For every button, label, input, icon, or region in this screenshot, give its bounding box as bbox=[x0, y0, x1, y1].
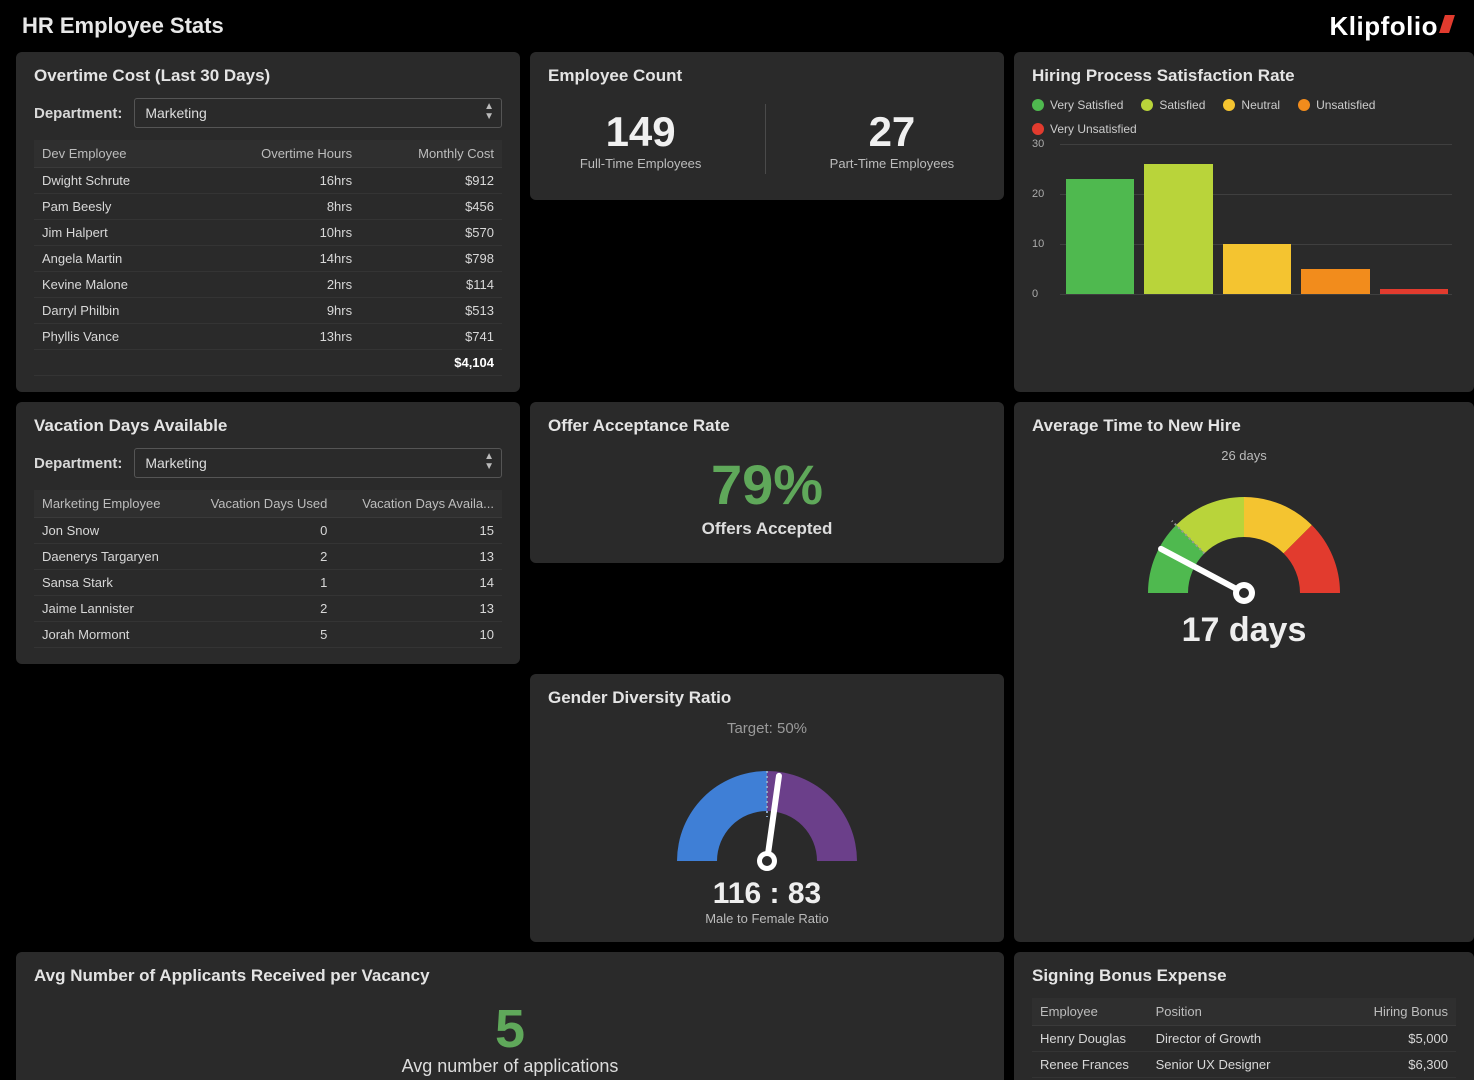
panel-overtime: Overtime Cost (Last 30 Days) Department:… bbox=[16, 52, 520, 392]
chart-bar bbox=[1301, 269, 1369, 294]
legend-item: Unsatisfied bbox=[1298, 98, 1375, 112]
satisfaction-chart: 0102030 bbox=[1032, 144, 1456, 312]
department-select[interactable]: Marketing ▲▼ bbox=[134, 98, 502, 128]
panel-bonus: Signing Bonus Expense Employee Position … bbox=[1014, 952, 1474, 1080]
department-select-input[interactable]: Marketing bbox=[134, 448, 502, 478]
part-time-value: 27 bbox=[830, 108, 955, 156]
col-header: Position bbox=[1148, 998, 1357, 1026]
col-header: Monthly Cost bbox=[360, 140, 502, 168]
panel-title: Signing Bonus Expense bbox=[1032, 966, 1456, 986]
legend-item: Neutral bbox=[1223, 98, 1280, 112]
col-header: Employee bbox=[1032, 998, 1148, 1026]
dashboard-grid: Overtime Cost (Last 30 Days) Department:… bbox=[0, 52, 1474, 1080]
col-header: Hiring Bonus bbox=[1356, 998, 1456, 1026]
table-row: Jim Halpert10hrs$570 bbox=[34, 220, 502, 246]
table-row: Angela Martin14hrs$798 bbox=[34, 246, 502, 272]
panel-title: Offer Acceptance Rate bbox=[548, 416, 986, 436]
chart-bar bbox=[1144, 164, 1212, 294]
gauge-target-label: Target: 50% bbox=[548, 720, 986, 737]
department-label: Department: bbox=[34, 455, 122, 472]
brand-logo: Klipfolio bbox=[1330, 11, 1452, 42]
bonus-table: Employee Position Hiring Bonus Henry Dou… bbox=[1032, 998, 1456, 1080]
panel-title: Average Time to New Hire bbox=[1032, 416, 1456, 436]
table-row: Pam Beesly8hrs$456 bbox=[34, 194, 502, 220]
department-select-input[interactable]: Marketing bbox=[134, 98, 502, 128]
table-row: Daenerys Targaryen213 bbox=[34, 544, 502, 570]
offer-rate-label: Offers Accepted bbox=[548, 519, 986, 539]
table-row: Sansa Stark114 bbox=[34, 570, 502, 596]
gauge-top-label: 26 days bbox=[1032, 448, 1456, 463]
gender-ratio-value: 116 : 83 bbox=[548, 877, 986, 911]
page-title: HR Employee Stats bbox=[22, 13, 224, 39]
panel-vacation: Vacation Days Available Department: Mark… bbox=[16, 402, 520, 664]
table-row: Kevine Malone2hrs$114 bbox=[34, 272, 502, 298]
col-header: Marketing Employee bbox=[34, 490, 186, 518]
legend-item: Very Unsatisfied bbox=[1032, 122, 1137, 136]
table-row: Phyllis Vance13hrs$741 bbox=[34, 324, 502, 350]
chart-bar bbox=[1223, 244, 1291, 294]
full-time-label: Full-Time Employees bbox=[580, 156, 702, 171]
panel-title: Overtime Cost (Last 30 Days) bbox=[34, 66, 502, 86]
chart-bar bbox=[1066, 179, 1134, 294]
chart-bar bbox=[1380, 289, 1448, 294]
vacation-table: Marketing Employee Vacation Days Used Va… bbox=[34, 490, 502, 648]
applicants-label: Avg number of applications bbox=[34, 1056, 986, 1077]
panel-gender: Gender Diversity Ratio Target: 50% 116 :… bbox=[530, 674, 1004, 942]
panel-applicants: Avg Number of Applicants Received per Va… bbox=[16, 952, 1004, 1080]
col-header: Vacation Days Used bbox=[186, 490, 336, 518]
brand-flag-icon bbox=[1439, 15, 1455, 33]
hire-gauge bbox=[1104, 459, 1384, 609]
gender-ratio-label: Male to Female Ratio bbox=[548, 911, 986, 926]
full-time-value: 149 bbox=[580, 108, 702, 156]
table-row: Renee FrancesSenior UX Designer$6,300 bbox=[1032, 1052, 1456, 1078]
chart-legend: Very Satisfied Satisfied Neutral Unsatisfie… bbox=[1032, 98, 1456, 136]
table-row: Jorah Mormont510 bbox=[34, 622, 502, 648]
panel-title: Gender Diversity Ratio bbox=[548, 688, 986, 708]
part-time-label: Part-Time Employees bbox=[830, 156, 955, 171]
table-row: Henry DouglasDirector of Growth$5,000 bbox=[1032, 1026, 1456, 1052]
panel-satisfaction: Hiring Process Satisfaction Rate Very Sa… bbox=[1014, 52, 1474, 392]
offer-rate-value: 79% bbox=[548, 452, 986, 517]
legend-item: Satisfied bbox=[1141, 98, 1205, 112]
applicants-value: 5 bbox=[34, 1002, 986, 1056]
panel-employee-count: Employee Count 149 Full-Time Employees 2… bbox=[530, 52, 1004, 200]
panel-offer-rate: Offer Acceptance Rate 79% Offers Accepte… bbox=[530, 402, 1004, 563]
table-row: Jaime Lannister213 bbox=[34, 596, 502, 622]
legend-item: Very Satisfied bbox=[1032, 98, 1123, 112]
panel-title: Hiring Process Satisfaction Rate bbox=[1032, 66, 1456, 86]
department-select[interactable]: Marketing ▲▼ bbox=[134, 448, 502, 478]
panel-title: Avg Number of Applicants Received per Va… bbox=[34, 966, 986, 986]
col-header: Dev Employee bbox=[34, 140, 195, 168]
table-row: Dwight Schrute16hrs$912 bbox=[34, 168, 502, 194]
topbar: HR Employee Stats Klipfolio bbox=[0, 0, 1474, 52]
table-row: Darryl Philbin9hrs$513 bbox=[34, 298, 502, 324]
time-to-hire-value: 17 days bbox=[1032, 611, 1456, 650]
gender-gauge bbox=[637, 733, 897, 873]
col-header: Vacation Days Availa... bbox=[335, 490, 502, 518]
overtime-table: Dev Employee Overtime Hours Monthly Cost… bbox=[34, 140, 502, 376]
table-total-row: $4,104 bbox=[34, 350, 502, 376]
department-label: Department: bbox=[34, 105, 122, 122]
panel-title: Employee Count bbox=[548, 66, 986, 86]
panel-title: Vacation Days Available bbox=[34, 416, 502, 436]
table-row: Jon Snow015 bbox=[34, 518, 502, 544]
divider bbox=[765, 104, 766, 174]
panel-time-to-hire: Average Time to New Hire 26 days 17 days bbox=[1014, 402, 1474, 942]
col-header: Overtime Hours bbox=[195, 140, 360, 168]
